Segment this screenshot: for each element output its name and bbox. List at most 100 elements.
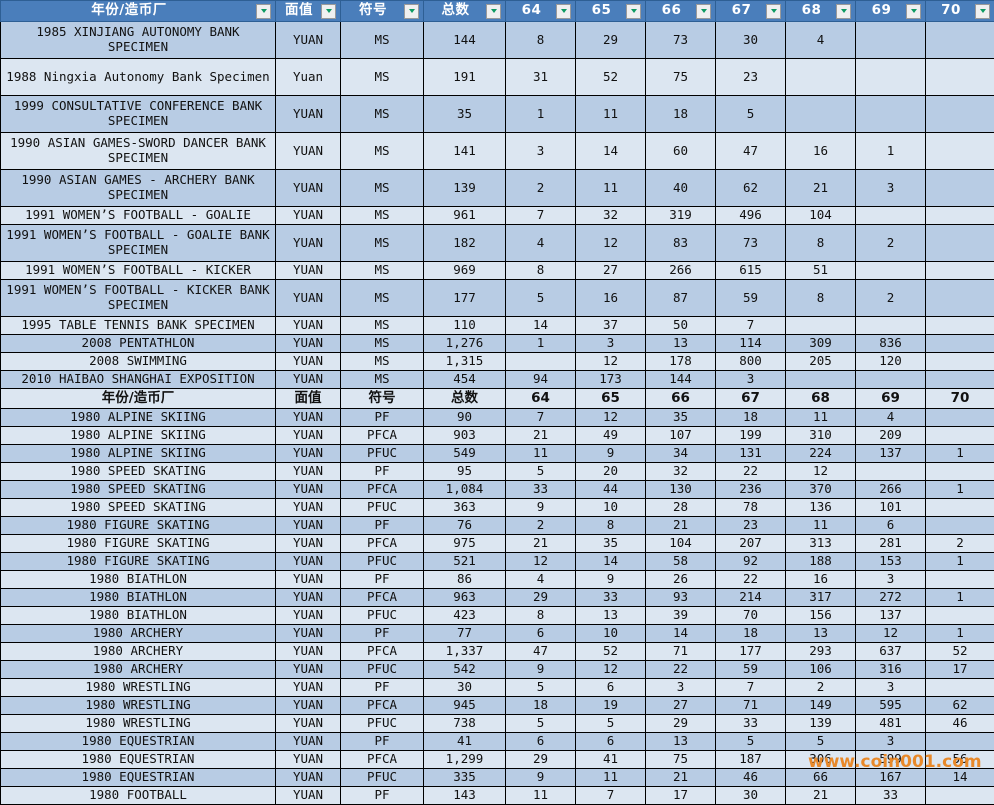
cell-grade-66[interactable]: 21 (646, 517, 716, 535)
cell-symbol[interactable]: PFUC (341, 607, 424, 625)
cell-symbol[interactable]: MS (341, 207, 424, 225)
cell-symbol[interactable]: MS (341, 170, 424, 207)
cell-grade-69[interactable]: 167 (856, 769, 926, 787)
cell-grade-65[interactable]: 27 (576, 262, 646, 280)
column-header-grade-68[interactable]: 68 (786, 1, 856, 22)
cell-year-mint[interactable]: 1995 TABLE TENNIS BANK SPECIMEN (1, 317, 276, 335)
cell-year-mint[interactable]: 1980 ALPINE SKIING (1, 427, 276, 445)
cell-denomination[interactable]: YUAN (276, 463, 341, 481)
cell-total[interactable]: 90 (424, 409, 506, 427)
cell-symbol[interactable]: MS (341, 262, 424, 280)
cell-grade-65[interactable]: 19 (576, 697, 646, 715)
cell-denomination[interactable]: YUAN (276, 22, 341, 59)
cell-grade-65[interactable]: 11 (576, 769, 646, 787)
cell-denomination[interactable]: YUAN (276, 625, 341, 643)
table-row[interactable]: 1999 CONSULTATIVE CONFERENCE BANK SPECIM… (1, 96, 994, 133)
cell-grade-69[interactable]: 3 (856, 571, 926, 589)
cell-grade-70[interactable] (926, 133, 994, 170)
cell-grade-70[interactable] (926, 463, 994, 481)
cell-grade-66[interactable]: 104 (646, 535, 716, 553)
cell-total[interactable]: 454 (424, 371, 506, 389)
cell-denomination[interactable]: YUAN (276, 481, 341, 499)
cell-grade-68[interactable]: 12 (786, 463, 856, 481)
cell-grade-68[interactable]: 16 (786, 571, 856, 589)
cell-grade-68[interactable]: 4 (786, 22, 856, 59)
cell-grade-64[interactable]: 33 (506, 481, 576, 499)
cell-grade-66[interactable]: 13 (646, 733, 716, 751)
cell-grade-68[interactable]: 16 (786, 133, 856, 170)
cell-grade-68[interactable]: 188 (786, 553, 856, 571)
cell-grade-67[interactable]: 3 (716, 371, 786, 389)
cell-grade-64[interactable]: 9 (506, 661, 576, 679)
filter-dropdown-icon[interactable] (321, 4, 336, 19)
cell-year-mint[interactable]: 1991 WOMEN’S FOOTBALL - GOALIE (1, 207, 276, 225)
cell-year-mint[interactable]: 1980 EQUESTRIAN (1, 751, 276, 769)
cell-grade-68[interactable]: 139 (786, 715, 856, 733)
cell-grade-69[interactable]: 120 (856, 353, 926, 371)
cell-grade-69[interactable] (856, 22, 926, 59)
table-row[interactable]: 1991 WOMEN’S FOOTBALL - KICKER BANK SPEC… (1, 280, 994, 317)
cell-total[interactable]: 110 (424, 317, 506, 335)
cell-grade-67[interactable]: 71 (716, 697, 786, 715)
cell-grade-70[interactable] (926, 207, 994, 225)
cell-grade-69[interactable]: 272 (856, 589, 926, 607)
cell-grade-70[interactable]: 1 (926, 481, 994, 499)
filter-dropdown-icon[interactable] (486, 4, 501, 19)
cell-grade-66[interactable]: 144 (646, 371, 716, 389)
cell-grade-64[interactable]: 5 (506, 463, 576, 481)
cell-grade-70[interactable] (926, 262, 994, 280)
cell-year-mint[interactable]: 1991 WOMEN’S FOOTBALL - GOALIE BANK SPEC… (1, 225, 276, 262)
cell-grade-66[interactable]: 75 (646, 751, 716, 769)
cell-total[interactable]: 76 (424, 517, 506, 535)
cell-grade-65[interactable]: 49 (576, 427, 646, 445)
cell-grade-65[interactable]: 12 (576, 353, 646, 371)
cell-grade-69[interactable]: 4 (856, 409, 926, 427)
cell-grade-65[interactable]: 12 (576, 225, 646, 262)
cell-denomination[interactable]: YUAN (276, 225, 341, 262)
cell-denomination[interactable]: YUAN (276, 317, 341, 335)
cell-year-mint[interactable]: 2008 SWIMMING (1, 353, 276, 371)
cell-grade-64[interactable]: 1 (506, 96, 576, 133)
cell-total[interactable]: 963 (424, 589, 506, 607)
column-header-denomination[interactable]: 面值 (276, 1, 341, 22)
cell-symbol[interactable]: PF (341, 463, 424, 481)
cell-symbol[interactable]: PF (341, 625, 424, 643)
cell-denomination[interactable]: YUAN (276, 715, 341, 733)
cell-grade-64[interactable]: 29 (506, 751, 576, 769)
cell-year-mint[interactable]: 1990 ASIAN GAMES - ARCHERY BANK SPECIMEN (1, 170, 276, 207)
cell-grade-64[interactable]: 21 (506, 535, 576, 553)
cell-grade-69[interactable]: 3 (856, 679, 926, 697)
column-header-year-mint[interactable]: 年份/造币厂 (1, 1, 276, 22)
cell-year-mint[interactable]: 1980 EQUESTRIAN (1, 733, 276, 751)
cell-grade-68[interactable]: 2 (786, 679, 856, 697)
filter-dropdown-icon[interactable] (975, 4, 990, 19)
cell-grade-65[interactable]: 9 (576, 445, 646, 463)
cell-grade-65[interactable]: 6 (576, 679, 646, 697)
filter-dropdown-icon[interactable] (556, 4, 571, 19)
column-header-grade-64[interactable]: 64 (506, 1, 576, 22)
cell-symbol[interactable]: PFUC (341, 553, 424, 571)
column-header-grade-67[interactable]: 67 (716, 1, 786, 22)
cell-grade-70[interactable]: 1 (926, 625, 994, 643)
cell-grade-65[interactable]: 52 (576, 643, 646, 661)
cell-grade-66[interactable]: 93 (646, 589, 716, 607)
cell-denomination[interactable]: YUAN (276, 427, 341, 445)
cell-symbol[interactable]: PFUC (341, 445, 424, 463)
column-header-grade-65[interactable]: 65 (576, 1, 646, 22)
cell-grade-67[interactable]: 22 (716, 463, 786, 481)
cell-grade-69[interactable]: 3 (856, 733, 926, 751)
cell-grade-69[interactable]: 637 (856, 643, 926, 661)
cell-grade-66[interactable]: 22 (646, 661, 716, 679)
